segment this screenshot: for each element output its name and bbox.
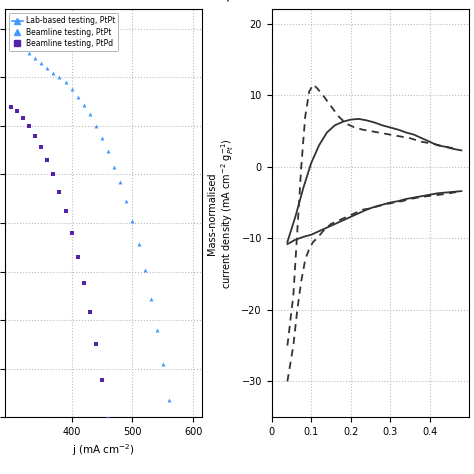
Point (147, 295, 155, 302)
Point (153, 326, 161, 334)
Point (55, 73, 63, 81)
Point (31, 132, 39, 139)
Point (44, 64, 51, 72)
Point (135, 241, 142, 248)
Point (104, 415, 112, 423)
Point (50, 69, 57, 76)
Point (80, 101, 88, 109)
Point (25, 122, 33, 130)
Point (92, 122, 100, 130)
Point (123, 197, 130, 204)
Point (80, 279, 88, 287)
Point (165, 396, 173, 403)
Point (44, 156, 51, 164)
Point (171, 435, 179, 442)
Point (74, 253, 82, 261)
Point (19, 114, 27, 122)
Point (98, 134, 106, 141)
Point (86, 309, 94, 316)
Point (7, 103, 15, 110)
Y-axis label: Mass-normalised
current density (mA cm$^{-2}$ g$_{Pt}^{-1}$): Mass-normalised current density (mA cm$^… (207, 138, 236, 289)
Point (68, 229, 75, 237)
Point (13, 108, 21, 115)
Point (31, 54, 39, 62)
Point (110, 163, 118, 171)
Text: b): b) (216, 0, 232, 1)
Point (92, 340, 100, 348)
Point (50, 171, 57, 178)
Point (19, 45, 27, 52)
Point (37, 144, 45, 151)
Point (159, 360, 167, 367)
Point (141, 266, 148, 273)
Point (55, 188, 63, 196)
Point (7, 35, 15, 42)
Point (62, 79, 69, 86)
Point (62, 208, 69, 215)
Point (117, 178, 124, 186)
Point (13, 40, 21, 47)
Point (128, 217, 136, 225)
Point (37, 59, 45, 67)
Point (68, 85, 75, 93)
X-axis label: j (mA cm$^{-2}$): j (mA cm$^{-2}$) (72, 442, 135, 458)
Legend: Lab-based testing, PtPt, Beamline testing, PtPt, Beamline testing, PtPd: Lab-based testing, PtPt, Beamline testin… (9, 13, 118, 51)
Point (98, 376, 106, 384)
Point (25, 49, 33, 57)
Point (86, 110, 94, 118)
Point (104, 147, 112, 155)
Point (74, 93, 82, 100)
